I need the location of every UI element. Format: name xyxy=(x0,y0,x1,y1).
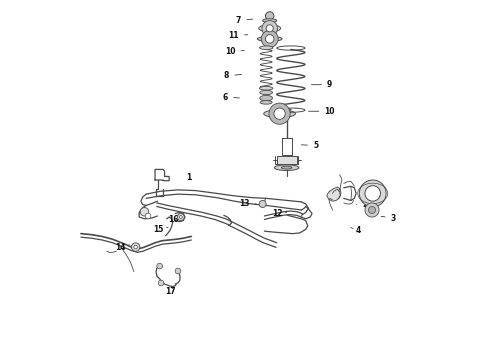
Circle shape xyxy=(261,30,278,48)
Text: 4: 4 xyxy=(351,226,361,235)
Text: 6: 6 xyxy=(223,93,240,102)
Text: 8: 8 xyxy=(224,71,242,80)
Text: 17: 17 xyxy=(166,287,176,296)
Circle shape xyxy=(266,35,274,43)
Text: 11: 11 xyxy=(228,31,248,40)
Circle shape xyxy=(134,245,137,249)
Circle shape xyxy=(140,207,148,216)
Ellipse shape xyxy=(260,100,272,104)
Circle shape xyxy=(179,216,182,219)
Circle shape xyxy=(262,21,277,36)
Text: 15: 15 xyxy=(153,225,168,234)
Circle shape xyxy=(365,186,380,201)
Text: 14: 14 xyxy=(116,243,129,252)
Text: 10: 10 xyxy=(225,47,245,56)
Circle shape xyxy=(259,201,266,207)
Polygon shape xyxy=(327,187,341,201)
Ellipse shape xyxy=(274,165,299,171)
Circle shape xyxy=(157,263,163,269)
Text: 9: 9 xyxy=(311,80,332,89)
Ellipse shape xyxy=(264,110,295,118)
Circle shape xyxy=(175,268,181,274)
Circle shape xyxy=(266,25,273,32)
Ellipse shape xyxy=(260,86,273,90)
Ellipse shape xyxy=(257,36,282,41)
Ellipse shape xyxy=(260,95,272,101)
Text: 10: 10 xyxy=(309,107,335,116)
Ellipse shape xyxy=(260,90,272,95)
Text: 2: 2 xyxy=(356,200,368,209)
Circle shape xyxy=(158,280,164,286)
Ellipse shape xyxy=(259,25,281,32)
Circle shape xyxy=(131,243,140,251)
Circle shape xyxy=(145,213,151,219)
Circle shape xyxy=(177,213,184,221)
Text: 3: 3 xyxy=(381,213,396,222)
Ellipse shape xyxy=(281,166,292,169)
FancyBboxPatch shape xyxy=(277,156,296,164)
Text: 12: 12 xyxy=(272,210,287,219)
Text: 13: 13 xyxy=(239,199,256,208)
Text: 16: 16 xyxy=(169,215,182,224)
Circle shape xyxy=(359,180,386,207)
Circle shape xyxy=(266,12,274,20)
Text: 7: 7 xyxy=(236,16,253,25)
Ellipse shape xyxy=(263,19,277,22)
Circle shape xyxy=(269,103,290,124)
Ellipse shape xyxy=(260,46,273,49)
Circle shape xyxy=(365,203,379,217)
Text: 5: 5 xyxy=(301,141,318,150)
Circle shape xyxy=(368,207,375,213)
Circle shape xyxy=(274,108,285,119)
Text: 1: 1 xyxy=(186,173,192,182)
